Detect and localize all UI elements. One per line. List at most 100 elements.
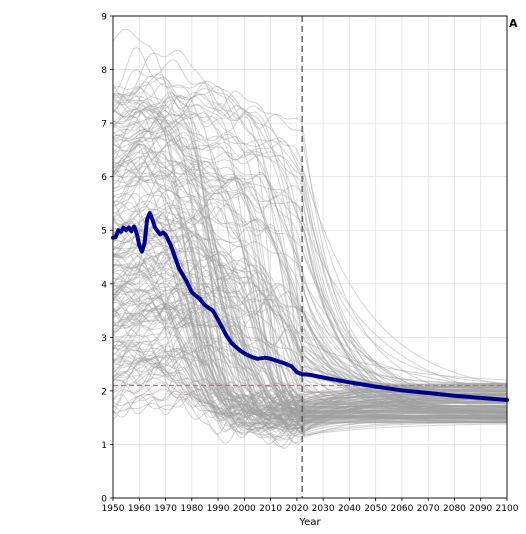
background-series-line <box>112 381 507 421</box>
background-series-line <box>112 255 507 417</box>
background-series-line <box>112 344 507 431</box>
background-series-line <box>112 294 507 418</box>
background-series-line <box>112 174 508 395</box>
background-series-line <box>112 343 507 410</box>
background-series-line <box>112 127 508 384</box>
background-series-line <box>112 112 508 417</box>
background-series-line <box>112 287 507 422</box>
background-series-line <box>112 250 507 429</box>
y-tick-label: 8 <box>101 66 107 76</box>
x-tick-labels: 1950 1960 1970 1980 1990 2000 2010 2020 2030 2040… <box>102 504 519 514</box>
background-series-line <box>112 244 507 423</box>
background-series-line <box>112 215 507 409</box>
background-series-line <box>112 107 507 433</box>
background-series-line <box>112 101 507 415</box>
background-series-line <box>112 303 508 408</box>
background-series-line <box>112 321 507 411</box>
background-series-line <box>112 302 507 393</box>
background-series-line <box>112 150 507 412</box>
background-series-line <box>112 302 507 412</box>
background-series-line <box>112 184 507 426</box>
x-tick-label: 2100 <box>496 504 519 514</box>
background-series-line <box>112 284 507 384</box>
y-tick-label: 4 <box>101 280 107 290</box>
background-series-line <box>112 110 508 435</box>
background-series-line <box>112 371 507 428</box>
background-series-line <box>112 99 508 405</box>
background-series-line <box>112 98 507 422</box>
background-series-line <box>112 145 508 419</box>
background-series-line <box>112 350 507 436</box>
background-series-line <box>112 234 508 414</box>
background-series-line <box>112 305 507 412</box>
panel-label: A <box>509 17 518 30</box>
axes <box>110 15 508 501</box>
x-tick-label: 2040 <box>338 504 361 514</box>
background-series-line <box>112 386 507 427</box>
background-series-line <box>112 372 508 435</box>
background-series-line <box>112 297 507 440</box>
x-tick-label: 2070 <box>417 504 440 514</box>
background-series-line <box>112 267 507 419</box>
background-series-line <box>112 339 507 432</box>
background-series-line <box>112 388 507 417</box>
background-series-line <box>112 190 508 449</box>
background-series-line <box>112 340 508 422</box>
background-series-line <box>112 285 507 421</box>
x-tick-label: 1980 <box>180 504 203 514</box>
background-series-line <box>112 382 507 419</box>
x-tick-label: 2060 <box>390 504 413 514</box>
background-series-line <box>112 110 507 412</box>
background-series-line <box>112 172 508 414</box>
background-series-line <box>112 49 508 422</box>
background-series-line <box>112 136 507 435</box>
background-series-line <box>112 151 507 417</box>
background-series-line <box>112 350 507 413</box>
background-series-line <box>112 167 507 444</box>
background-series-line <box>112 216 507 423</box>
background-series-line <box>112 94 507 407</box>
background-series-line <box>112 147 507 424</box>
background-series-line <box>112 131 508 418</box>
background-series-line <box>112 168 507 399</box>
background-series-line <box>112 182 507 423</box>
background-series-line <box>112 346 507 418</box>
x-tick-label: 2000 <box>233 504 256 514</box>
background-series-line <box>112 227 507 404</box>
background-series-line <box>112 252 507 411</box>
background-series-line <box>112 274 507 417</box>
background-series-line <box>112 200 507 422</box>
background-series-line <box>112 139 507 419</box>
background-series-line <box>112 292 507 438</box>
background-series-line <box>112 125 508 406</box>
y-tick-label: 9 <box>101 13 107 23</box>
highlight-series-group <box>111 211 509 402</box>
background-series-line <box>112 122 508 429</box>
background-series-line <box>113 242 507 409</box>
background-series-line <box>112 295 507 413</box>
background-series-line <box>112 298 508 381</box>
y-tick-label: 0 <box>101 495 107 505</box>
background-series-line <box>112 347 507 427</box>
background-series-line <box>112 120 508 386</box>
background-series-line <box>112 87 507 408</box>
background-series-line <box>112 116 508 418</box>
background-series-line <box>112 340 507 430</box>
background-series-line <box>112 163 508 412</box>
background-series-line <box>112 232 507 429</box>
background-series-line <box>112 349 507 448</box>
x-tick-label: 1960 <box>128 504 151 514</box>
background-series-line <box>112 204 508 389</box>
x-tick-label: 2020 <box>285 504 308 514</box>
background-series-line <box>112 129 507 426</box>
background-series-line <box>112 193 507 415</box>
background-series-line <box>112 136 507 445</box>
background-series-line <box>112 347 507 420</box>
background-series-line <box>112 156 507 431</box>
background-series-line <box>112 309 507 409</box>
background-series-line <box>112 255 507 405</box>
background-series-line <box>112 358 508 441</box>
background-series-line <box>112 230 508 412</box>
background-series-line <box>112 230 507 414</box>
